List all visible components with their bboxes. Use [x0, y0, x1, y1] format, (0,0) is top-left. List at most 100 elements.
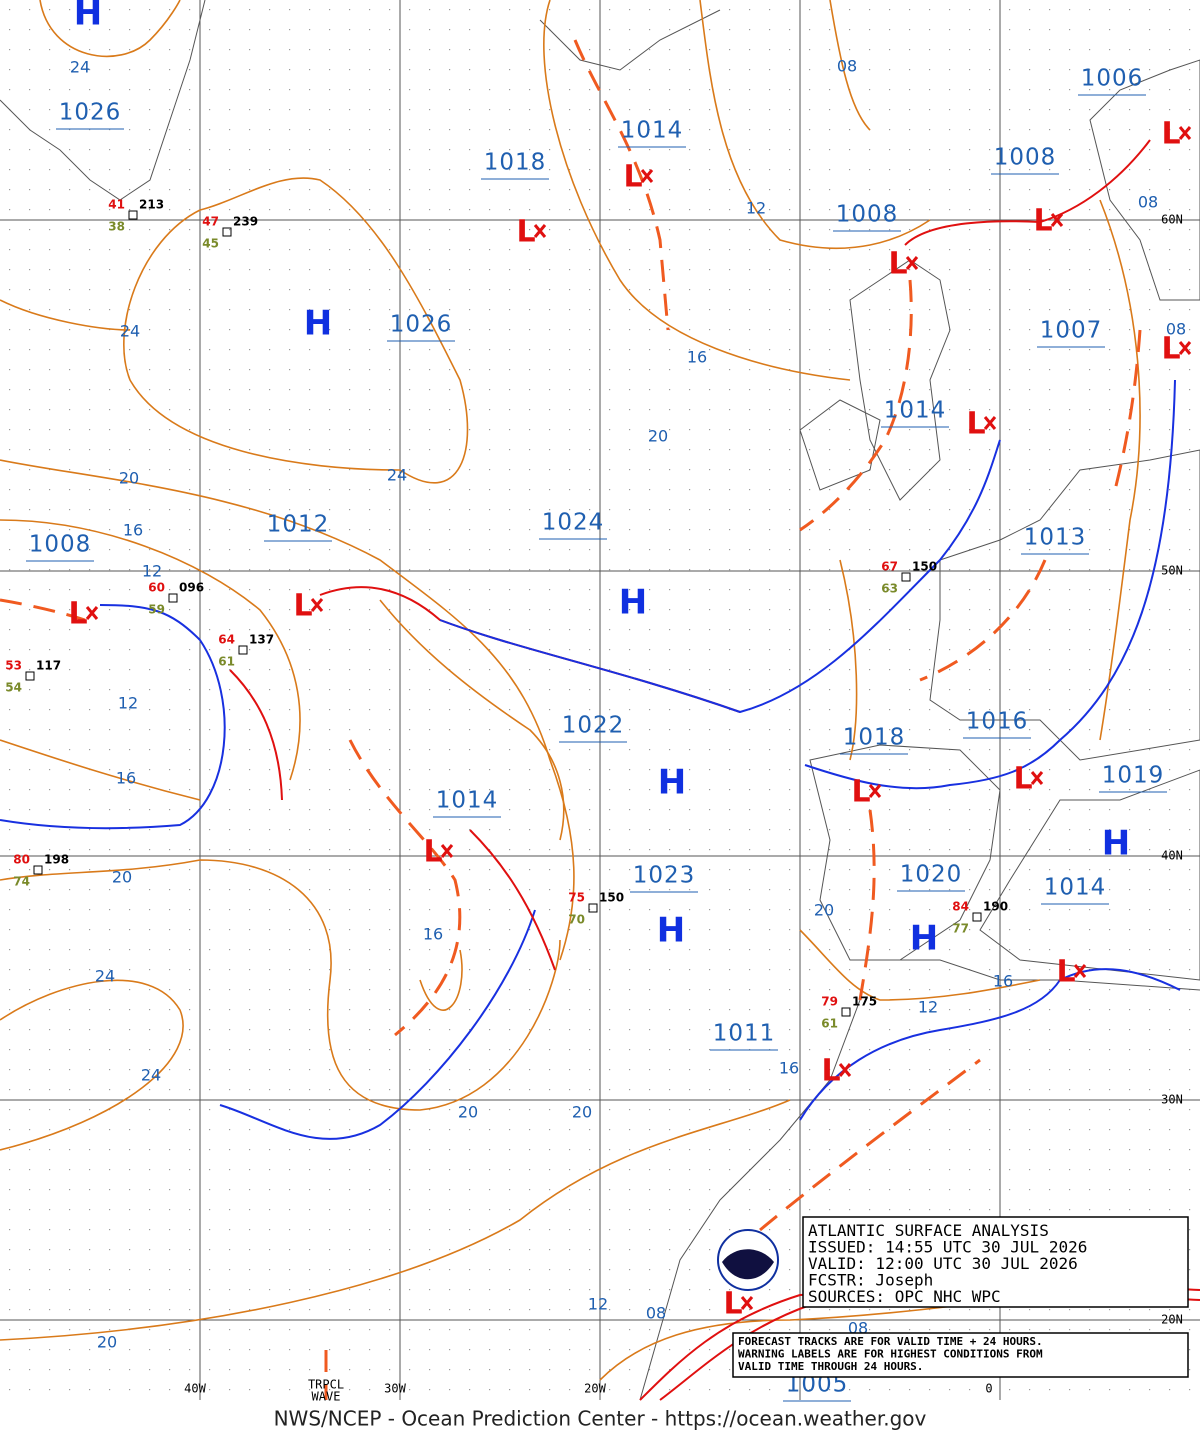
station-dew-point: 74	[13, 875, 30, 889]
isobar-label: 08	[1166, 320, 1186, 339]
low-x	[640, 169, 654, 183]
pressure-label: 1014	[621, 118, 684, 144]
low-center: L	[1033, 204, 1052, 239]
isobar-label: 20	[814, 901, 834, 920]
labels: 1026 1018 1014 1006 1008 1008 1026 1007 1014 1008…	[5, 0, 1192, 1404]
isobar-label: 24	[95, 967, 115, 986]
grid-label: 0	[985, 1382, 992, 1396]
station-dew-point: 70	[568, 913, 585, 927]
isobar-label: 24	[141, 1066, 161, 1085]
station-temperature: 84	[952, 900, 969, 914]
isobar-label: 16	[993, 972, 1013, 991]
station-temperature: 64	[218, 633, 235, 647]
low-x	[1178, 126, 1192, 140]
info-line: FCSTR: Joseph	[808, 1271, 933, 1290]
note-line: WARNING LABELS ARE FOR HIGHEST CONDITION…	[738, 1348, 1043, 1361]
isobar-label: 24	[387, 466, 407, 485]
isobar-label: 16	[687, 348, 707, 367]
high-center: H	[658, 763, 686, 803]
low-x	[1073, 964, 1087, 978]
isobar-label: 20	[648, 427, 668, 446]
station-dew-point: 63	[881, 582, 898, 596]
station-pressure: 150	[599, 891, 624, 905]
pressure-label: 1023	[633, 863, 696, 889]
isobar-label: 08	[646, 1304, 666, 1323]
isobar-label: 20	[458, 1103, 478, 1122]
lat-lon-grid	[0, 0, 1200, 1400]
low-center: L	[723, 1287, 742, 1322]
isobars	[0, 0, 1141, 1381]
low-center: L	[1161, 332, 1180, 367]
low-center: L	[1013, 762, 1032, 797]
high-center: H	[74, 0, 102, 34]
low-center: L	[293, 589, 312, 624]
pressure-label: 1020	[900, 862, 963, 888]
station-symbol	[25, 671, 35, 681]
isobar-label: 16	[423, 925, 443, 944]
low-center: L	[851, 775, 870, 810]
low-center: L	[821, 1054, 840, 1089]
pressure-label: 1007	[1040, 318, 1103, 344]
pressure-label: 1018	[484, 150, 547, 176]
station-dew-point: 38	[108, 220, 125, 234]
footer: NWS/NCEP - Ocean Prediction Center - htt…	[274, 1407, 927, 1431]
low-x	[533, 224, 547, 238]
station-temperature: 41	[108, 198, 125, 212]
station-dew-point: 61	[821, 1017, 838, 1031]
info-line: ISSUED: 14:55 UTC 30 JUL 2026	[808, 1238, 1087, 1257]
low-center: L	[966, 407, 985, 442]
pressure-label: 1016	[966, 709, 1029, 735]
isobar-label: 20	[112, 868, 132, 887]
pressure-label: 1008	[29, 532, 92, 558]
station-dew-point: 45	[202, 237, 219, 251]
high-center: H	[304, 304, 332, 344]
low-x	[1030, 771, 1044, 785]
pressure-label: 1026	[390, 312, 453, 338]
info-line: VALID: 12:00 UTC 30 JUL 2026	[808, 1254, 1078, 1273]
station-dew-point: 61	[218, 655, 235, 669]
fronts	[0, 39, 1200, 1401]
low-x	[85, 606, 99, 620]
note-line: FORECAST TRACKS ARE FOR VALID TIME + 24 …	[738, 1335, 1043, 1348]
note-line: VALID TIME THROUGH 24 HOURS.	[738, 1360, 923, 1373]
isobar-label: 12	[918, 998, 938, 1017]
station-temperature: 47	[202, 215, 219, 229]
pressure-label: 1012	[267, 512, 330, 538]
low-x	[1050, 213, 1064, 227]
station-dew-point: 59	[148, 603, 165, 617]
low-x	[868, 784, 882, 798]
info-line: SOURCES: OPC NHC WPC	[808, 1287, 1001, 1306]
station-symbol	[238, 645, 248, 655]
station-pressure: 213	[139, 198, 164, 212]
low-x	[310, 598, 324, 612]
station-symbol	[222, 227, 232, 237]
isobar-label: 16	[116, 769, 136, 788]
station-temperature: 75	[568, 891, 585, 905]
station-pressure: 096	[179, 581, 204, 595]
isobar-label: 12	[588, 1295, 608, 1314]
info-line: ATLANTIC SURFACE ANALYSIS	[808, 1221, 1049, 1240]
station-pressure: 190	[983, 900, 1008, 914]
station-temperature: 60	[148, 581, 165, 595]
isobar-label: 12	[118, 694, 138, 713]
station-symbol	[168, 593, 178, 603]
station-dew-point: 54	[5, 681, 22, 695]
pressure-label: 1019	[1102, 763, 1165, 789]
station-pressure: 150	[912, 560, 937, 574]
station-pressure: 198	[44, 853, 69, 867]
station-temperature: 67	[881, 560, 898, 574]
pressure-label: 1024	[542, 510, 605, 536]
high-center: H	[1102, 824, 1130, 864]
low-x	[905, 256, 919, 270]
tropical-wave-label: TRPCL	[308, 1378, 344, 1392]
isobar-label: 08	[837, 57, 857, 76]
low-center: L	[1056, 955, 1075, 990]
pressure-label: 1026	[59, 100, 122, 126]
low-center: L	[888, 247, 907, 282]
isobar-label: 16	[779, 1059, 799, 1078]
low-center: L	[68, 597, 87, 632]
coastlines	[0, 0, 1200, 1401]
station-symbol	[901, 572, 911, 582]
